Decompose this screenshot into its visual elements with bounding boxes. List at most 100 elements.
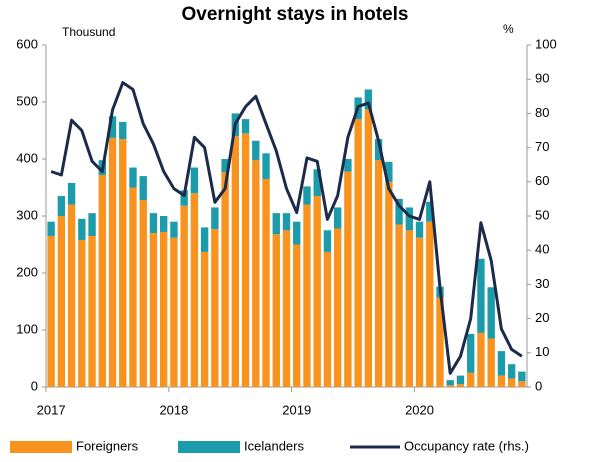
bar-segment <box>241 133 250 387</box>
bar-segment <box>47 221 55 236</box>
x-tick-label: 2019 <box>282 402 311 417</box>
bar-segment <box>293 244 301 387</box>
bar-segment <box>139 176 147 201</box>
bar-segment <box>456 375 465 385</box>
bar-segment <box>262 178 270 387</box>
bar-segment <box>415 237 424 387</box>
bar-segment <box>395 198 403 225</box>
bar-segment <box>221 159 229 173</box>
bar-segment <box>426 221 434 387</box>
bar-segment <box>313 196 321 387</box>
bar-segment <box>231 136 240 387</box>
bar-segment <box>57 196 66 216</box>
y-tick-label: 400 <box>16 150 38 165</box>
bar-segment <box>67 204 76 387</box>
bar-segment <box>78 218 86 240</box>
chart-title: Overnight stays in hotels <box>182 4 409 25</box>
bar-segment <box>477 332 485 387</box>
bar-segment <box>385 161 393 182</box>
bar-segment <box>497 351 506 376</box>
bar-segment <box>180 190 188 206</box>
y2-tick-label: 70 <box>535 139 549 154</box>
y2-tick-label: 20 <box>535 310 549 325</box>
bar-segment <box>344 171 352 387</box>
bar-segment <box>344 159 352 172</box>
legend-swatch <box>178 441 240 453</box>
y2-tick-label: 10 <box>535 344 549 359</box>
y2-tick-label: 90 <box>535 71 549 86</box>
bar-segment <box>170 237 178 387</box>
bar-segment <box>129 187 137 387</box>
bar-segment <box>129 167 137 188</box>
bar-segment <box>507 378 516 387</box>
y-axis-label: Thousund <box>62 25 115 39</box>
bar-segment <box>497 375 506 387</box>
bar-segment <box>190 193 199 387</box>
bar-segment <box>88 235 96 387</box>
bar-segment <box>108 137 117 387</box>
bar-segment <box>221 172 229 387</box>
bar-segment <box>405 207 413 231</box>
x-tick-label: 2017 <box>37 402 66 417</box>
bar-segment <box>374 160 383 387</box>
bar-segment <box>436 297 444 387</box>
bar-segment <box>57 216 66 387</box>
bar-segment <box>78 239 86 387</box>
bar-segment <box>200 251 209 387</box>
y-tick-label: 0 <box>31 378 38 393</box>
bar-segment <box>467 372 475 387</box>
bar-segment <box>426 201 434 222</box>
bar-segment <box>487 338 495 387</box>
bar-segment <box>323 230 332 252</box>
bar-segment <box>364 109 373 387</box>
y-tick-label: 500 <box>16 93 38 108</box>
bar-segment <box>139 200 147 387</box>
bar-segment <box>323 251 332 387</box>
bar-segment <box>282 213 291 231</box>
bar-segment <box>374 139 383 161</box>
bar-segment <box>252 140 260 161</box>
y-tick-label: 600 <box>16 36 38 51</box>
bar-segment <box>364 89 373 110</box>
y2-axis-label: % <box>503 22 514 36</box>
legend-label: Icelanders <box>244 438 304 453</box>
y2-tick-label: 80 <box>535 105 549 120</box>
bar-segment <box>241 119 250 134</box>
bar-segment <box>415 221 424 238</box>
legend-label: Foreigners <box>76 438 139 453</box>
bar-segment <box>467 333 475 373</box>
bar-segment <box>47 235 55 387</box>
bar-segment <box>333 228 342 387</box>
bar-segment <box>313 169 321 197</box>
bar-segment <box>98 174 106 387</box>
bar-segment <box>211 229 219 387</box>
bar-segment <box>518 371 526 382</box>
bar-segment <box>385 181 393 387</box>
bar-segment <box>160 216 168 232</box>
bar-segment <box>272 213 280 235</box>
bar-segment <box>354 119 362 387</box>
bar-segment <box>180 205 188 387</box>
bar-segment <box>149 213 158 234</box>
bar-segment <box>88 213 96 236</box>
y2-tick-label: 50 <box>535 207 549 222</box>
bar-segment <box>282 230 291 387</box>
bar-segment <box>507 364 516 379</box>
line-series <box>50 81 523 375</box>
y-tick-label: 200 <box>16 264 38 279</box>
bar-segment <box>200 227 209 252</box>
y2-tick-label: 30 <box>535 276 549 291</box>
bar-segment <box>190 167 199 194</box>
bar-segment <box>333 207 342 229</box>
y2-tick-label: 0 <box>535 378 542 393</box>
bar-segment <box>160 231 168 387</box>
y2-tick-label: 40 <box>535 242 549 257</box>
bar-segment <box>262 153 270 179</box>
bar-segment <box>446 385 454 387</box>
bar-segment <box>405 230 413 387</box>
bar-segment <box>119 121 127 140</box>
x-tick-label: 2020 <box>405 402 434 417</box>
bar-segment <box>211 207 219 230</box>
bar-segment <box>477 258 485 333</box>
